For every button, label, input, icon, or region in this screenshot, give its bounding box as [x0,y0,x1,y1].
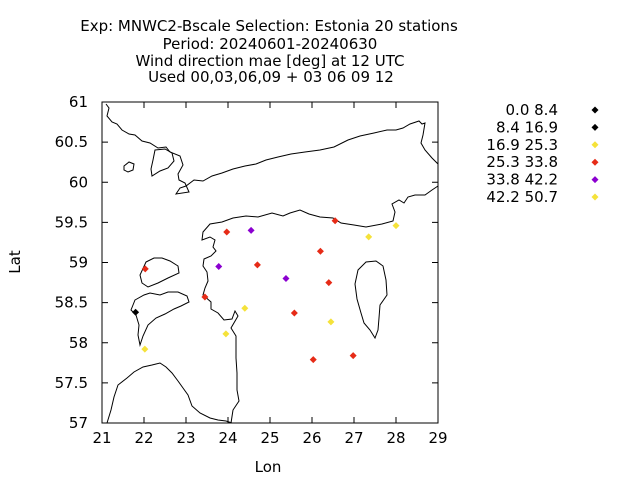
station-marker [365,233,373,241]
station-marker [290,309,298,317]
x-axis-label: Lon [255,458,282,476]
y-tick-label: 60 [69,173,88,191]
legend-marker [591,123,599,131]
y-tick-label: 58.5 [55,294,88,312]
station-marker [201,293,209,301]
station-marker [309,356,317,364]
x-tick-label: 23 [176,429,195,447]
x-tick-label: 27 [344,429,363,447]
map-coastline [105,103,439,424]
station-marker [331,217,339,225]
x-tick-label: 26 [302,429,321,447]
station-marker [325,279,333,287]
legend-label: 16.9 25.3 [486,136,558,154]
coastline-hiiumaa [139,257,180,288]
station-marker [132,308,140,316]
x-tick-label: 28 [386,429,405,447]
legend-marker [591,106,599,114]
y-tick-label: 57 [69,414,88,432]
station-marker [316,247,324,255]
station-marker [141,265,149,273]
title-line-3: Wind direction mae [deg] at 12 UTC [136,52,405,70]
title-line-4: Used 00,03,06,09 + 03 06 09 12 [148,68,394,86]
x-tick-label: 25 [260,429,279,447]
legend-marker [591,158,599,166]
chart-title: Exp: MNWC2-Bscale Selection: Estonia 20 … [80,17,458,86]
station-marker [392,222,400,230]
x-tick-label: 29 [428,429,447,447]
legend-marker [591,176,599,184]
y-tick-label: 59.5 [55,213,88,231]
coastline-island-1 [123,161,135,173]
y-tick-label: 60.5 [55,133,88,151]
station-marker [141,345,149,353]
station-marker [247,226,255,234]
legend-label: 25.3 33.8 [486,153,558,171]
y-tick-label: 57.5 [55,374,88,392]
legend-marker [591,193,599,201]
legend-marker [591,141,599,149]
station-marker [223,228,231,236]
coastline-finland [105,103,439,195]
y-tick-label: 59 [69,254,88,272]
y-tick-label: 61 [69,93,88,111]
coastline-latvia [106,362,233,424]
y-axis-label: Lat [6,250,24,274]
x-tick-label: 24 [218,429,237,447]
lake-peipus [354,260,388,340]
station-marker [253,261,261,269]
legend-label: 42.2 50.7 [486,188,558,206]
station-marker [349,352,357,360]
plot-frame [101,101,439,424]
x-tick-label: 21 [92,429,111,447]
title-line-2: Period: 20240601-20240630 [163,35,378,53]
legend-label: 8.4 16.9 [496,118,558,136]
legend-label: 0.0 8.4 [506,101,558,119]
x-tick-label: 22 [134,429,153,447]
station-marker [282,275,290,283]
coastline-island-2 [150,148,175,177]
title-line-1: Exp: MNWC2-Bscale Selection: Estonia 20 … [80,17,458,35]
coastline-estonia-north [201,185,439,424]
axis-ticks: 21 22 23 24 25 26 27 28 29 57 57.5 58 58.5 59 59.5 60 60… [55,93,448,447]
legend: 0.0 8.48.4 16.916.9 25.325.3 33.833.8 42… [486,101,599,206]
station-marker [327,318,335,326]
station-marker [215,263,223,271]
data-points [132,217,400,364]
station-marker [222,330,230,338]
legend-label: 33.8 42.2 [486,171,558,189]
y-tick-label: 58 [69,334,88,352]
coastline-saaremaa [130,291,190,347]
station-marker [241,304,249,312]
